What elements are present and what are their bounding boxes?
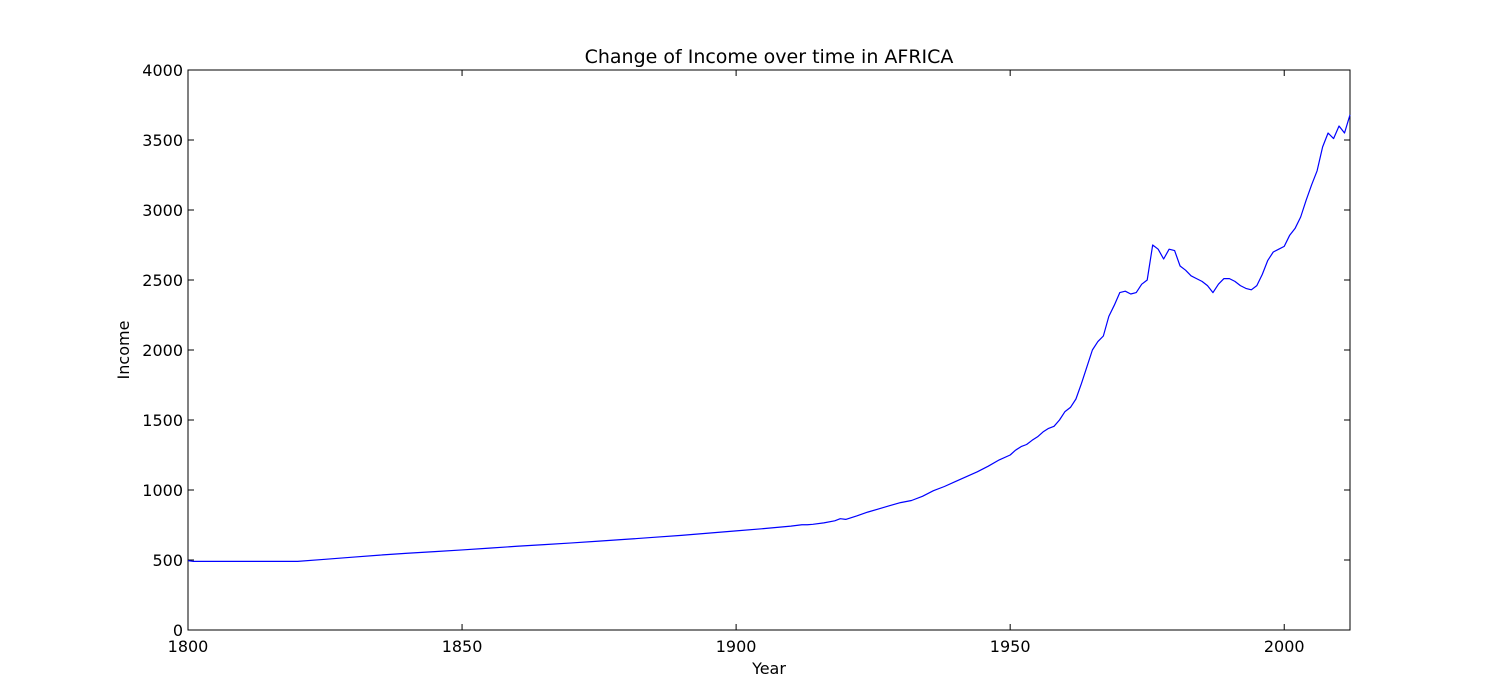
series-layer — [187, 114, 1351, 563]
x-tick-label: 1950 — [990, 637, 1031, 656]
y-tick-label: 2000 — [142, 341, 183, 360]
y-tick-label: 2500 — [142, 271, 183, 290]
plot-frame — [187, 69, 1351, 631]
x-axis-ticks: 1800 1850 1900 1950 2000 — [168, 70, 1305, 656]
y-tick-label: 0 — [173, 621, 183, 640]
income-series-line — [187, 114, 1351, 563]
chart-title: Change of Income over time in AFRICA — [585, 46, 954, 68]
x-tick-label: 2000 — [1264, 637, 1305, 656]
x-tick-label: 1850 — [442, 637, 483, 656]
y-axis-title: Income — [114, 321, 133, 380]
y-tick-label: 500 — [152, 551, 183, 570]
y-axis-ticks: 0 500 1000 1500 2000 2500 3000 3500 4000 — [142, 61, 1350, 640]
y-tick-label: 3000 — [142, 201, 183, 220]
y-tick-label: 3500 — [142, 131, 183, 150]
x-axis-title: Year — [751, 659, 786, 678]
x-tick-label: 1800 — [168, 637, 209, 656]
y-tick-label: 1000 — [142, 481, 183, 500]
x-tick-label: 1900 — [716, 637, 757, 656]
y-tick-label: 1500 — [142, 411, 183, 430]
y-tick-label: 4000 — [142, 61, 183, 80]
plot-area-border — [187, 69, 1351, 631]
